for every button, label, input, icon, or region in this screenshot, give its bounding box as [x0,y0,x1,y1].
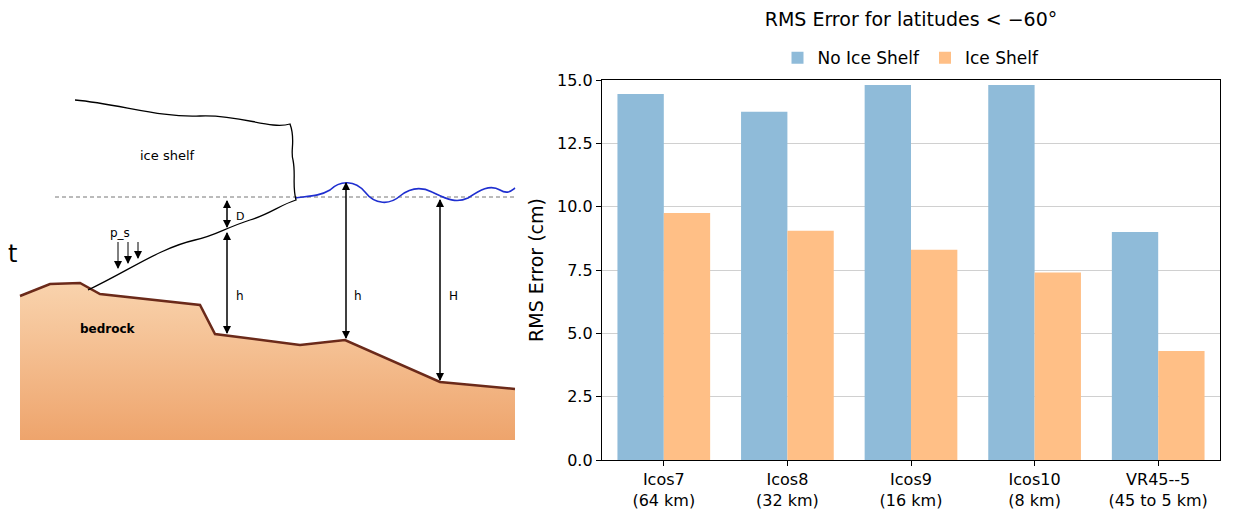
svg-text:Icos10(8 km): Icos10(8 km) [1008,470,1061,510]
svg-text:RMS Error for latitudes < −60°: RMS Error for latitudes < −60° [765,8,1058,30]
svg-text:bedrock: bedrock [80,322,136,336]
svg-text:t: t [8,240,17,268]
svg-text:RMS Error (cm): RMS Error (cm) [525,198,547,342]
svg-text:10.0: 10.0 [557,197,593,216]
svg-text:2.5: 2.5 [567,387,592,406]
svg-text:p_s: p_s [110,226,130,240]
svg-text:h: h [354,289,362,303]
svg-text:H: H [449,289,458,303]
svg-text:h: h [236,289,244,303]
svg-text:Icos9(16 km): Icos9(16 km) [880,470,943,510]
svg-text:Icos7(64 km): Icos7(64 km) [632,470,695,510]
svg-text:Ice Shelf: Ice Shelf [965,48,1039,68]
svg-text:VR45--5(45 to 5 km): VR45--5(45 to 5 km) [1109,470,1208,510]
svg-text:12.5: 12.5 [557,134,593,153]
svg-text:ice shelf: ice shelf [140,148,195,163]
svg-text:7.5: 7.5 [567,261,592,280]
svg-text:D: D [236,210,244,223]
svg-text:0.0: 0.0 [567,451,592,470]
svg-text:5.0: 5.0 [567,324,592,343]
svg-text:Icos8(32 km): Icos8(32 km) [756,470,819,510]
svg-text:No Ice Shelf: No Ice Shelf [818,48,920,68]
svg-text:15.0: 15.0 [557,71,593,90]
